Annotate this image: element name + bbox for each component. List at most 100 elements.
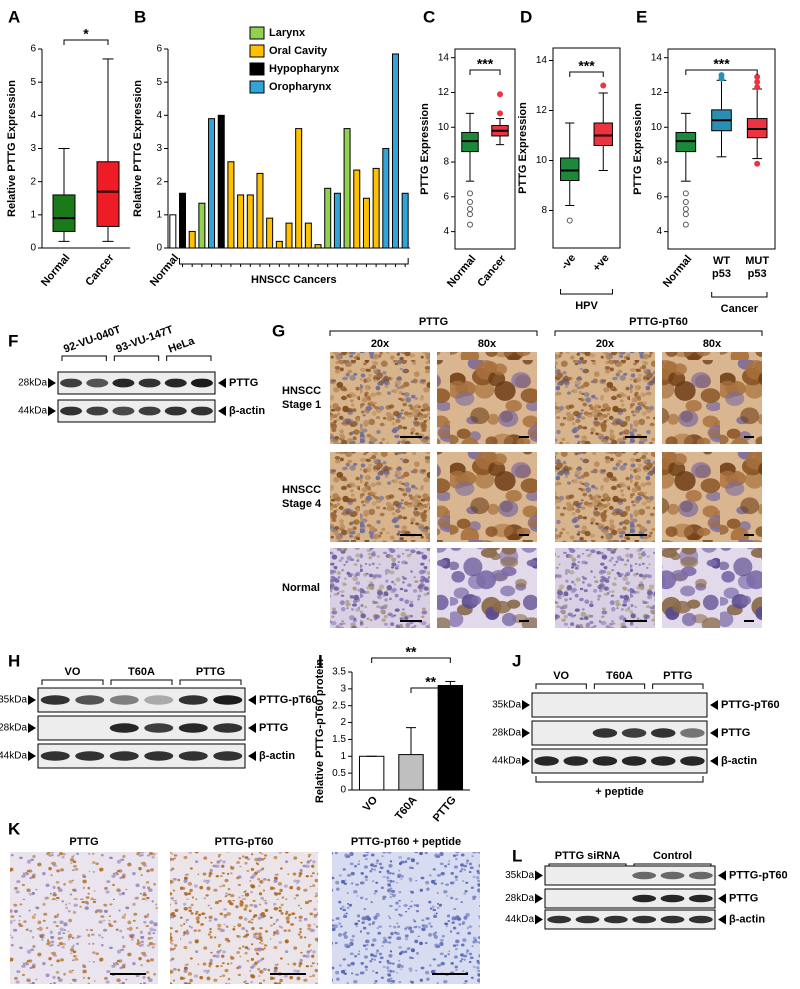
panel-letter: C xyxy=(423,7,435,26)
blot-band xyxy=(603,915,628,924)
x-tick-label: T60A xyxy=(393,794,420,822)
size-label: 44kDa xyxy=(505,914,534,925)
panel-letter: B xyxy=(134,7,146,26)
sample-label: HeLa xyxy=(167,335,197,356)
blot-strip xyxy=(544,888,716,909)
column-bracket xyxy=(554,330,763,336)
magnification: 80x xyxy=(703,338,722,350)
legend-label: Oral Cavity xyxy=(269,45,328,57)
bar xyxy=(382,148,390,249)
y-tick-label: 10 xyxy=(651,122,663,133)
outlier xyxy=(467,211,473,218)
x-tick-label: p53 xyxy=(712,268,731,280)
outlier xyxy=(682,190,689,197)
row-label: HNSCC xyxy=(282,484,321,496)
panel-letter: I xyxy=(318,651,323,670)
protein-label: β-actin xyxy=(729,913,765,925)
arrowhead xyxy=(522,700,530,710)
sample-label: T60A xyxy=(606,670,633,682)
micrograph xyxy=(170,852,318,984)
bar xyxy=(169,214,177,249)
micrograph xyxy=(332,852,480,984)
outlier xyxy=(682,206,689,212)
y-tick-label: 6 xyxy=(443,191,449,202)
y-tick-label: 8 xyxy=(656,157,662,168)
outlier xyxy=(467,221,473,228)
outlier xyxy=(754,84,761,91)
blot-strip xyxy=(531,748,708,774)
size-label: 28kDa xyxy=(0,723,27,734)
x-axis-label: HNSCC Cancers xyxy=(251,274,337,286)
blot-band xyxy=(190,406,213,416)
column-bracket xyxy=(329,330,538,336)
y-tick-label: 10 xyxy=(536,155,548,166)
micrograph xyxy=(437,452,537,542)
x-tick-label: PTTG xyxy=(431,794,459,824)
x-tick-label: +ve xyxy=(591,252,612,274)
y-tick-label: 5 xyxy=(156,77,162,88)
sample-label: T60A xyxy=(128,666,155,678)
arrowhead xyxy=(535,893,543,904)
blot-band xyxy=(86,406,109,416)
y-tick-label: 4 xyxy=(443,226,449,237)
sample-bracket xyxy=(652,683,704,689)
bar xyxy=(353,169,361,249)
size-label: 28kDa xyxy=(505,893,534,904)
blot-band xyxy=(632,894,657,903)
blot-band xyxy=(680,756,705,766)
protein-label: PTTG-pT60 xyxy=(721,699,780,711)
significance-bracket xyxy=(63,39,109,45)
outlier xyxy=(467,190,473,197)
blot-band xyxy=(178,751,208,761)
magnification: 20x xyxy=(371,338,390,350)
sample-label: VO xyxy=(553,670,569,682)
arrowhead xyxy=(522,728,530,738)
x-tick-label: Normal xyxy=(148,252,182,289)
bar xyxy=(188,230,196,249)
outlier xyxy=(682,221,689,228)
panel-letter: D xyxy=(520,7,532,26)
blot-band xyxy=(109,723,139,733)
blot-band xyxy=(547,915,572,924)
blot-band xyxy=(164,406,187,416)
y-tick-label: 6 xyxy=(156,44,162,55)
micrograph xyxy=(437,548,537,628)
legend-label: Hypopharynx xyxy=(269,63,340,75)
bar xyxy=(398,754,424,791)
significance-label: *** xyxy=(477,56,494,72)
bar xyxy=(304,222,312,249)
bar xyxy=(208,118,216,249)
arrowhead xyxy=(218,378,226,388)
blot-band xyxy=(112,406,135,416)
significance-label: ** xyxy=(406,644,417,660)
significance-bracket xyxy=(569,71,604,77)
bar xyxy=(256,172,264,249)
y-tick-label: 1.5 xyxy=(332,734,346,745)
sample-label: VO xyxy=(65,666,81,678)
bar xyxy=(275,240,283,249)
micrograph xyxy=(662,548,762,628)
sample-bracket xyxy=(41,679,104,685)
panel-letter: J xyxy=(512,651,521,670)
arrowhead xyxy=(248,751,256,761)
sample-label: 92-VU-040T xyxy=(62,324,123,356)
box xyxy=(560,157,580,181)
protein-label: PTTG xyxy=(229,377,258,389)
protein-label: β-actin xyxy=(229,405,265,417)
bar xyxy=(324,187,332,249)
x-tick-label: VO xyxy=(361,794,381,814)
legend-swatch xyxy=(249,80,265,94)
bar xyxy=(246,194,254,249)
bar xyxy=(314,244,322,249)
blot-band xyxy=(213,751,243,761)
bar xyxy=(358,755,385,791)
y-tick-label: 2 xyxy=(156,176,162,187)
micrograph xyxy=(10,852,158,984)
blot-band xyxy=(592,756,618,766)
blot-band xyxy=(112,378,135,388)
outlier xyxy=(467,199,473,206)
protein-label: PTTG xyxy=(721,727,750,739)
y-tick-label: 5 xyxy=(30,77,36,88)
blot-band xyxy=(60,378,83,388)
arrowhead xyxy=(28,695,36,705)
